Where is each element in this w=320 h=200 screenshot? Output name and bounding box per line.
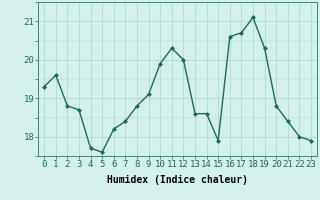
X-axis label: Humidex (Indice chaleur): Humidex (Indice chaleur) xyxy=(107,175,248,185)
